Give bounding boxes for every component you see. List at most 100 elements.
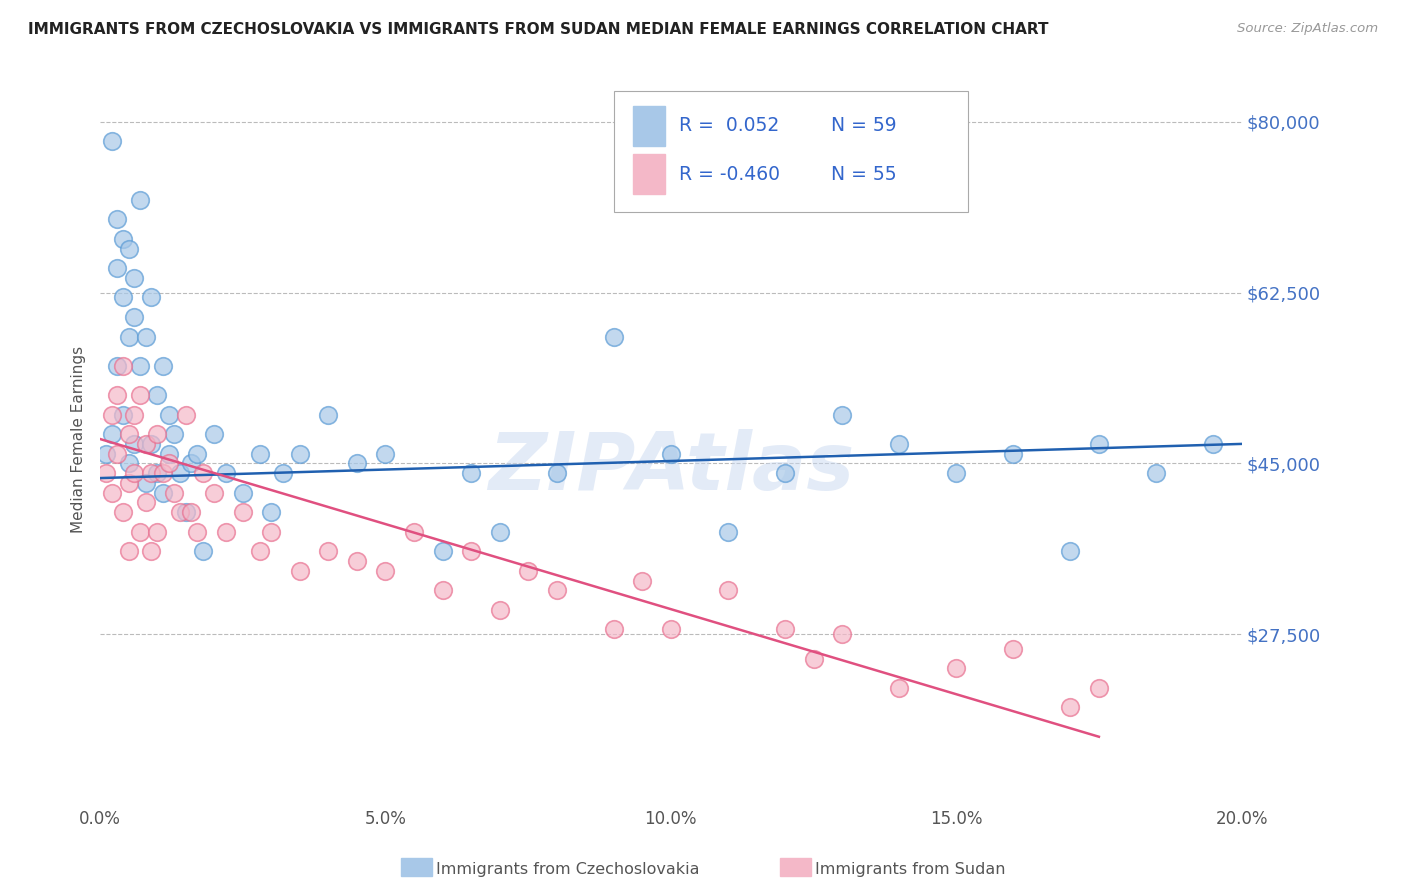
Point	[260, 524, 283, 539]
Bar	[633, 153, 665, 194]
Point	[129, 388, 152, 402]
Text: N = 55: N = 55	[831, 164, 896, 184]
Point	[803, 651, 825, 665]
Point	[111, 408, 134, 422]
Point	[318, 408, 340, 422]
Point	[141, 437, 163, 451]
Point	[169, 466, 191, 480]
Point	[202, 485, 225, 500]
Point	[271, 466, 294, 480]
Point	[603, 329, 626, 343]
Point	[432, 544, 454, 558]
Point	[180, 505, 202, 519]
FancyBboxPatch shape	[614, 91, 967, 212]
Point	[1002, 447, 1025, 461]
Point	[100, 427, 122, 442]
Point	[100, 408, 122, 422]
Point	[152, 359, 174, 373]
Point	[129, 524, 152, 539]
Point	[603, 623, 626, 637]
Point	[100, 134, 122, 148]
Point	[169, 505, 191, 519]
Point	[174, 505, 197, 519]
Point	[157, 447, 180, 461]
Point	[141, 291, 163, 305]
Point	[773, 466, 796, 480]
Point	[135, 329, 157, 343]
Point	[135, 495, 157, 509]
Point	[215, 466, 238, 480]
Point	[135, 437, 157, 451]
Point	[163, 427, 186, 442]
Point	[105, 388, 128, 402]
Point	[118, 242, 141, 256]
Text: N = 59: N = 59	[831, 116, 896, 136]
Point	[318, 544, 340, 558]
Point	[129, 193, 152, 207]
Point	[163, 485, 186, 500]
Point	[100, 485, 122, 500]
Point	[157, 457, 180, 471]
Point	[105, 359, 128, 373]
Bar	[633, 106, 665, 146]
Point	[346, 554, 368, 568]
Point	[135, 475, 157, 490]
Point	[488, 524, 510, 539]
Point	[1202, 437, 1225, 451]
Text: Source: ZipAtlas.com: Source: ZipAtlas.com	[1237, 22, 1378, 36]
Point	[118, 427, 141, 442]
Y-axis label: Median Female Earnings: Median Female Earnings	[72, 345, 86, 533]
Point	[152, 466, 174, 480]
Point	[111, 359, 134, 373]
Point	[124, 466, 146, 480]
Point	[124, 271, 146, 285]
Point	[141, 544, 163, 558]
Point	[288, 447, 311, 461]
Point	[105, 447, 128, 461]
Point	[118, 329, 141, 343]
Point	[346, 457, 368, 471]
Point	[631, 574, 654, 588]
Text: R = -0.460: R = -0.460	[679, 164, 780, 184]
Point	[118, 475, 141, 490]
Point	[659, 447, 682, 461]
Point	[773, 623, 796, 637]
Point	[94, 466, 117, 480]
Point	[260, 505, 283, 519]
Point	[118, 544, 141, 558]
Point	[546, 583, 568, 598]
Point	[717, 524, 740, 539]
Point	[546, 466, 568, 480]
Point	[180, 457, 202, 471]
Text: Immigrants from Czechoslovakia: Immigrants from Czechoslovakia	[436, 863, 699, 877]
Point	[111, 232, 134, 246]
Point	[402, 524, 425, 539]
Point	[191, 544, 214, 558]
Point	[374, 447, 396, 461]
Point	[186, 524, 208, 539]
Point	[432, 583, 454, 598]
Point	[1059, 700, 1081, 714]
Point	[1144, 466, 1167, 480]
Point	[1002, 641, 1025, 656]
Text: R =  0.052: R = 0.052	[679, 116, 779, 136]
Point	[717, 583, 740, 598]
Point	[249, 544, 271, 558]
Point	[889, 681, 911, 695]
Point	[202, 427, 225, 442]
Point	[288, 564, 311, 578]
Point	[146, 524, 169, 539]
Point	[945, 466, 967, 480]
Point	[232, 485, 254, 500]
Point	[146, 427, 169, 442]
Point	[517, 564, 540, 578]
Point	[152, 485, 174, 500]
Point	[129, 359, 152, 373]
Point	[124, 408, 146, 422]
Point	[831, 408, 853, 422]
Point	[105, 261, 128, 276]
Point	[1088, 681, 1111, 695]
Point	[232, 505, 254, 519]
Point	[124, 437, 146, 451]
Point	[889, 437, 911, 451]
